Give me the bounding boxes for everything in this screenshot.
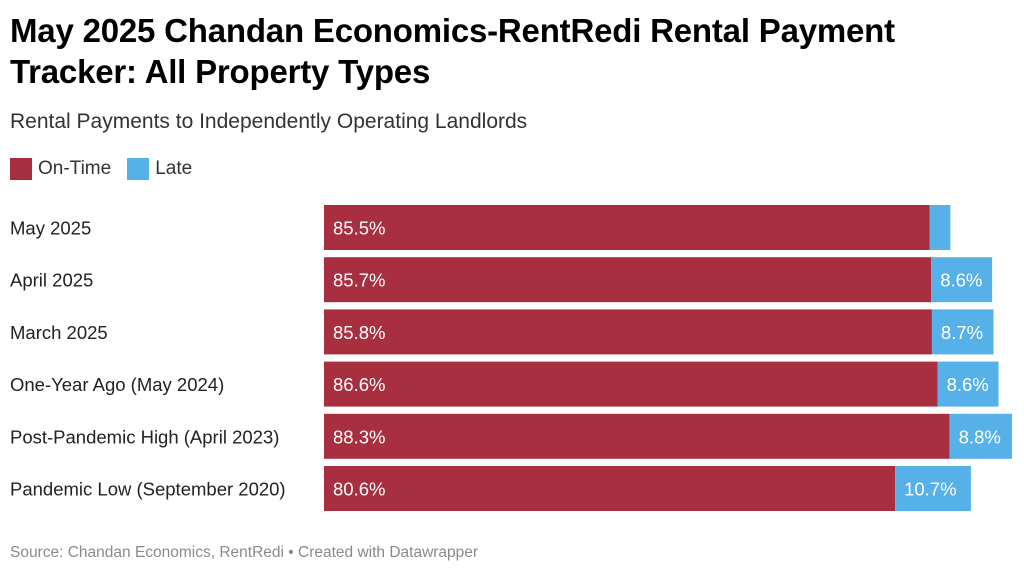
legend-label-ontime: On-Time [38, 158, 112, 179]
bar-ontime [324, 257, 932, 303]
category-label: Post-Pandemic High (April 2023) [10, 426, 279, 447]
category-label: Pandemic Low (September 2020) [10, 479, 286, 500]
data-label-ontime: 85.5% [333, 218, 385, 239]
legend-swatch-ontime [10, 158, 32, 180]
data-label-ontime: 80.6% [333, 479, 385, 500]
legend-swatch-late [127, 158, 150, 180]
data-label-late: 8.8% [959, 426, 1001, 447]
data-label-late: 10.7% [904, 479, 956, 500]
data-label-ontime: 86.6% [333, 374, 385, 395]
source-note: Source: Chandan Economics, RentRedi • Cr… [10, 544, 479, 561]
chart-title: May 2025 Chandan Economics-RentRedi Rent… [10, 12, 895, 90]
bar-late [931, 309, 994, 355]
bar-ontime [324, 361, 938, 407]
bar-ontime [324, 309, 932, 355]
legend-item-ontime: On-Time [10, 158, 111, 180]
bar-late [931, 257, 993, 303]
bar-late [937, 361, 999, 407]
bar-late [895, 466, 971, 511]
category-label: One-Year Ago (May 2024) [10, 374, 224, 395]
bar-late [929, 205, 951, 250]
category-label: April 2025 [10, 270, 93, 291]
data-label-ontime: 85.7% [333, 270, 385, 291]
chart-subtitle: Rental Payments to Independently Operati… [10, 110, 528, 133]
legend: On-Time Late [10, 158, 208, 180]
data-label-ontime: 85.8% [333, 322, 385, 343]
data-label-late: 8.7% [941, 322, 983, 343]
bar-late [949, 413, 1012, 459]
bar-ontime [324, 466, 896, 511]
bar-ontime [324, 205, 930, 250]
category-label: May 2025 [10, 218, 91, 239]
data-label-ontime: 88.3% [333, 426, 385, 447]
legend-label-late: Late [155, 158, 193, 179]
data-label-late: 8.6% [947, 374, 989, 395]
data-label-late: 8.6% [940, 270, 982, 291]
category-label: March 2025 [10, 322, 108, 343]
legend-item-late: Late [127, 158, 192, 180]
bar-ontime [324, 413, 950, 459]
